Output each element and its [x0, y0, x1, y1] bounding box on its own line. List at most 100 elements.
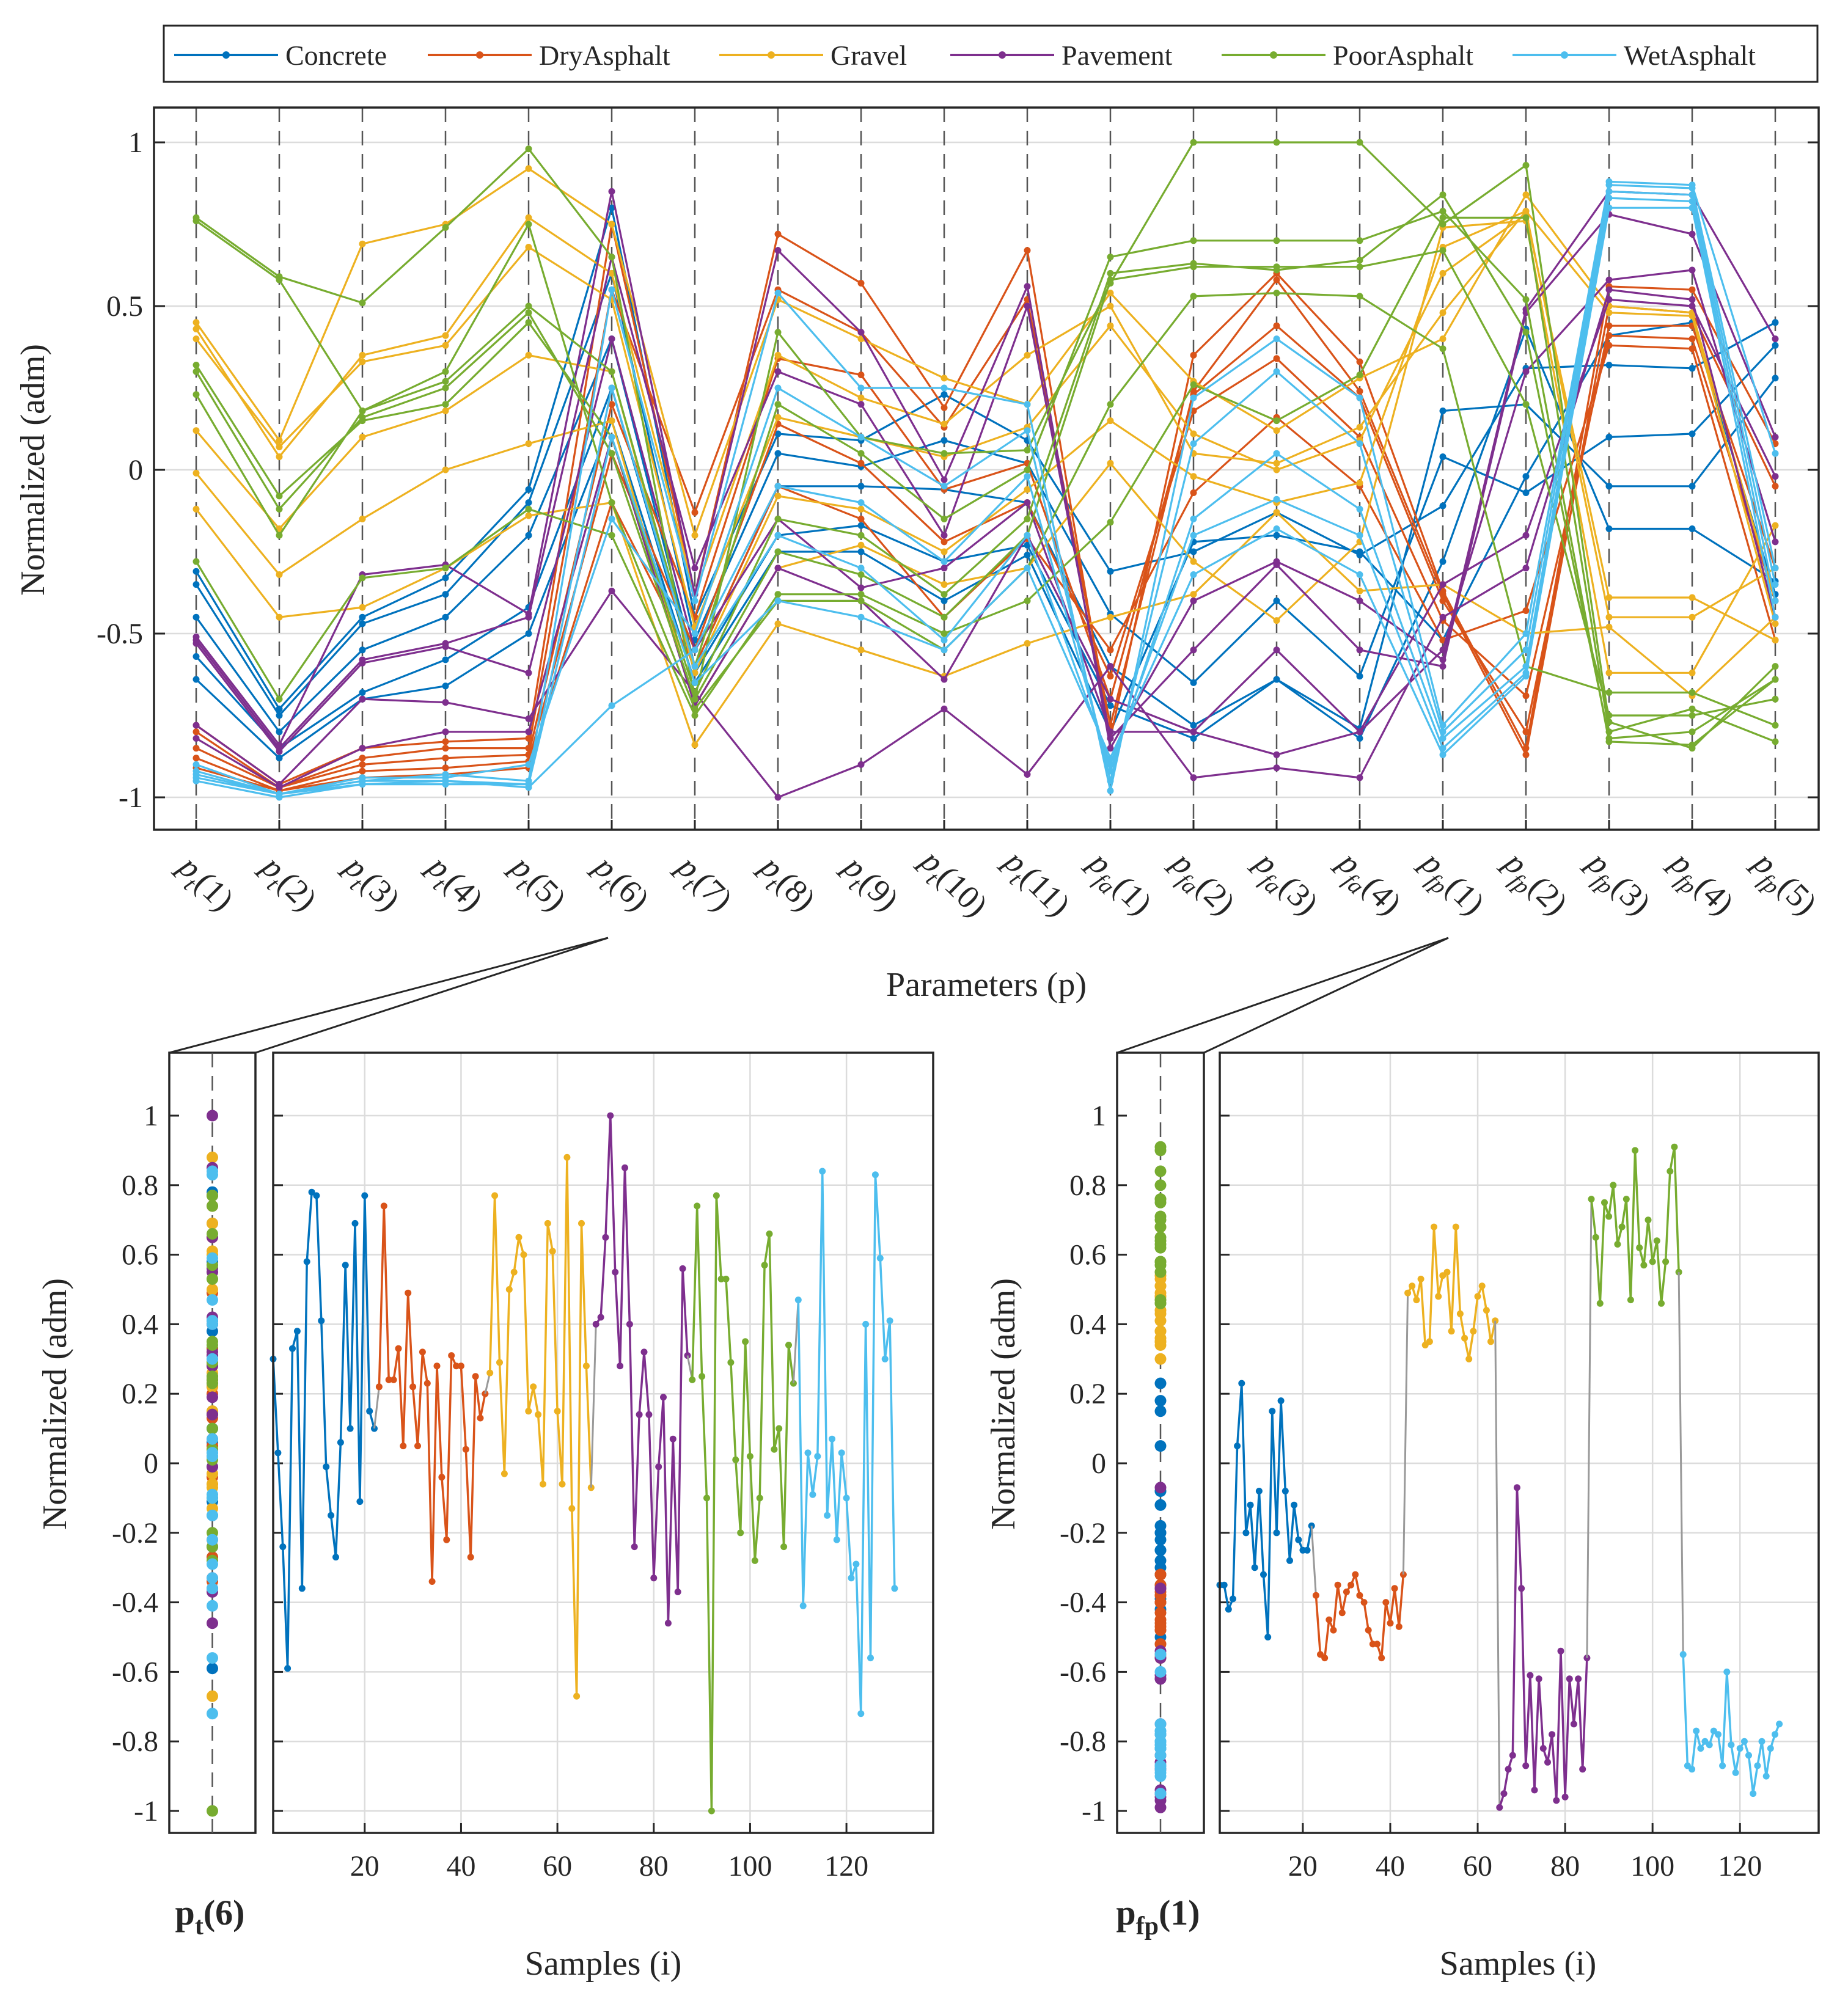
pfp1-x-tick-label: 100 [1630, 1850, 1674, 1882]
pfp1-strip-point-concrete [1154, 1534, 1167, 1546]
pfp1-data-point-gravel [1404, 1289, 1412, 1296]
data-point-gravel [691, 669, 698, 676]
pfp1-data-point-dryasphalt [1330, 1626, 1337, 1634]
pt6-y-tick-label: -0.8 [112, 1725, 158, 1758]
data-point-pavement [1024, 771, 1031, 778]
data-point-gravel [1522, 208, 1530, 215]
data-point-poorasphalt [525, 505, 532, 513]
pfp1-y-tick-label: -0.6 [1060, 1656, 1106, 1688]
pt6-data-point-concrete [361, 1192, 369, 1199]
data-point-concrete [1605, 525, 1613, 532]
data-point-poorasphalt [1273, 139, 1280, 146]
data-point-concrete [1024, 541, 1031, 549]
pt6-data-point-gravel [510, 1268, 518, 1276]
series-line-wetasphalt [196, 207, 1777, 799]
data-point-concrete [193, 613, 200, 621]
pfp1-data-point-dryasphalt [1343, 1589, 1350, 1595]
pfp1-strip-point-concrete [1154, 1377, 1167, 1389]
pfp1-data-point-gravel [1426, 1338, 1433, 1345]
data-point-dryasphalt [1522, 607, 1530, 614]
data-point-poorasphalt [1772, 676, 1779, 683]
pt6-strip-point-pavement [207, 1408, 218, 1421]
data-point-concrete [193, 653, 200, 660]
data-point-gravel [359, 358, 366, 365]
data-point-poorasphalt [1273, 417, 1280, 425]
pfp1-data-point-poorasphalt [1627, 1296, 1634, 1304]
data-point-pavement [276, 784, 283, 791]
pt6-data-point-wetasphalt [891, 1585, 898, 1592]
pt6-data-point-poorasphalt [708, 1807, 715, 1815]
data-point-pavement [1605, 276, 1613, 283]
data-point-wetasphalt [1439, 735, 1447, 742]
pfp1-data-point-gravel [1474, 1293, 1481, 1300]
pfp1-data-point-wetasphalt [1736, 1745, 1744, 1752]
data-point-poorasphalt [857, 571, 865, 578]
pt6-data-point-wetasphalt [862, 1320, 870, 1328]
pfp1-strip-point-pavement [1154, 1482, 1167, 1494]
data-point-wetasphalt [1356, 532, 1363, 539]
data-point-concrete [193, 676, 200, 683]
data-point-gravel [941, 420, 948, 428]
data-point-dryasphalt [193, 745, 200, 752]
data-point-poorasphalt [525, 145, 532, 153]
pfp1-data-point-gravel [1456, 1310, 1464, 1317]
series-line-poorasphalt [195, 194, 1776, 740]
data-point-wetasphalt [1190, 440, 1197, 447]
pt6-data-point-gravel [535, 1411, 542, 1418]
data-point-gravel [774, 414, 782, 421]
pfp1-strip-point-wetasphalt [1154, 1743, 1167, 1755]
pt6-data-point-concrete [284, 1665, 292, 1672]
data-point-poorasphalt [1772, 663, 1779, 670]
data-point-wetasphalt [1439, 751, 1447, 758]
data-point-poorasphalt [1439, 214, 1447, 221]
data-point-wetasphalt [1772, 597, 1779, 604]
data-point-wetasphalt [1772, 450, 1779, 457]
data-point-pavement [1772, 538, 1779, 546]
series-line-pavement [196, 298, 1777, 789]
pt6-data-point-pavement [622, 1164, 628, 1171]
data-point-pavement [1439, 581, 1447, 588]
pfp1-data-point-concrete [1264, 1634, 1272, 1640]
data-point-pavement [857, 401, 865, 408]
data-point-poorasphalt [1605, 689, 1613, 696]
data-point-wetasphalt [1689, 185, 1696, 192]
pt6-data-point-wetasphalt [829, 1435, 835, 1443]
pfp1-data-point-dryasphalt [1356, 1592, 1363, 1599]
pfp1-strip-point-poorasphalt [1154, 1297, 1167, 1309]
data-point-concrete [442, 574, 449, 582]
data-point-wetasphalt [1190, 515, 1197, 522]
pfp1-data-point-wetasphalt [1740, 1738, 1748, 1745]
data-point-dryasphalt [1689, 345, 1696, 353]
pfp1-data-point-concrete [1273, 1529, 1280, 1537]
pt6-x-tick-label: 40 [446, 1850, 475, 1882]
data-point-poorasphalt [1356, 257, 1363, 264]
data-point-poorasphalt [1689, 728, 1696, 736]
pt6-y-axis-label: Normalized (adm) [36, 1278, 74, 1530]
pt6-data-point-pavement [612, 1268, 619, 1276]
data-point-dryasphalt [1522, 728, 1530, 736]
data-point-pavement [1439, 646, 1447, 654]
pfp1-strip-point-poorasphalt [1154, 1266, 1167, 1278]
pfp1-strip-point-poorasphalt [1154, 1179, 1167, 1191]
pt6-data-point-concrete [337, 1439, 344, 1446]
legend-marker-concrete [222, 51, 230, 59]
data-point-concrete [1107, 702, 1114, 709]
pfp1-data-point-wetasphalt [1697, 1745, 1704, 1752]
data-point-poorasphalt [442, 378, 449, 385]
pfp1-data-point-poorasphalt [1662, 1258, 1670, 1265]
pt6-data-point-concrete [342, 1262, 349, 1269]
pt6-data-point-pavement [597, 1314, 604, 1321]
pt6-data-point-concrete [328, 1512, 335, 1519]
data-point-gravel [1107, 302, 1114, 310]
legend-marker-pavement [999, 51, 1006, 59]
data-point-gravel [193, 427, 200, 434]
pt6-data-point-concrete [356, 1498, 364, 1505]
pt6-data-point-dryasphalt [414, 1443, 421, 1450]
pfp1-data-point-concrete [1282, 1488, 1289, 1494]
pfp1-detail-panel: 1 0.8 0.6 0.4 0.2 0 -0.2 -0.4 -0.6 -0.8 -1 pfp(1) 20… [1060, 1051, 1820, 1940]
data-point-gravel [1439, 309, 1447, 316]
data-point-poorasphalt [857, 450, 865, 457]
data-point-poorasphalt [1772, 695, 1779, 703]
data-point-pavement [1273, 764, 1280, 772]
